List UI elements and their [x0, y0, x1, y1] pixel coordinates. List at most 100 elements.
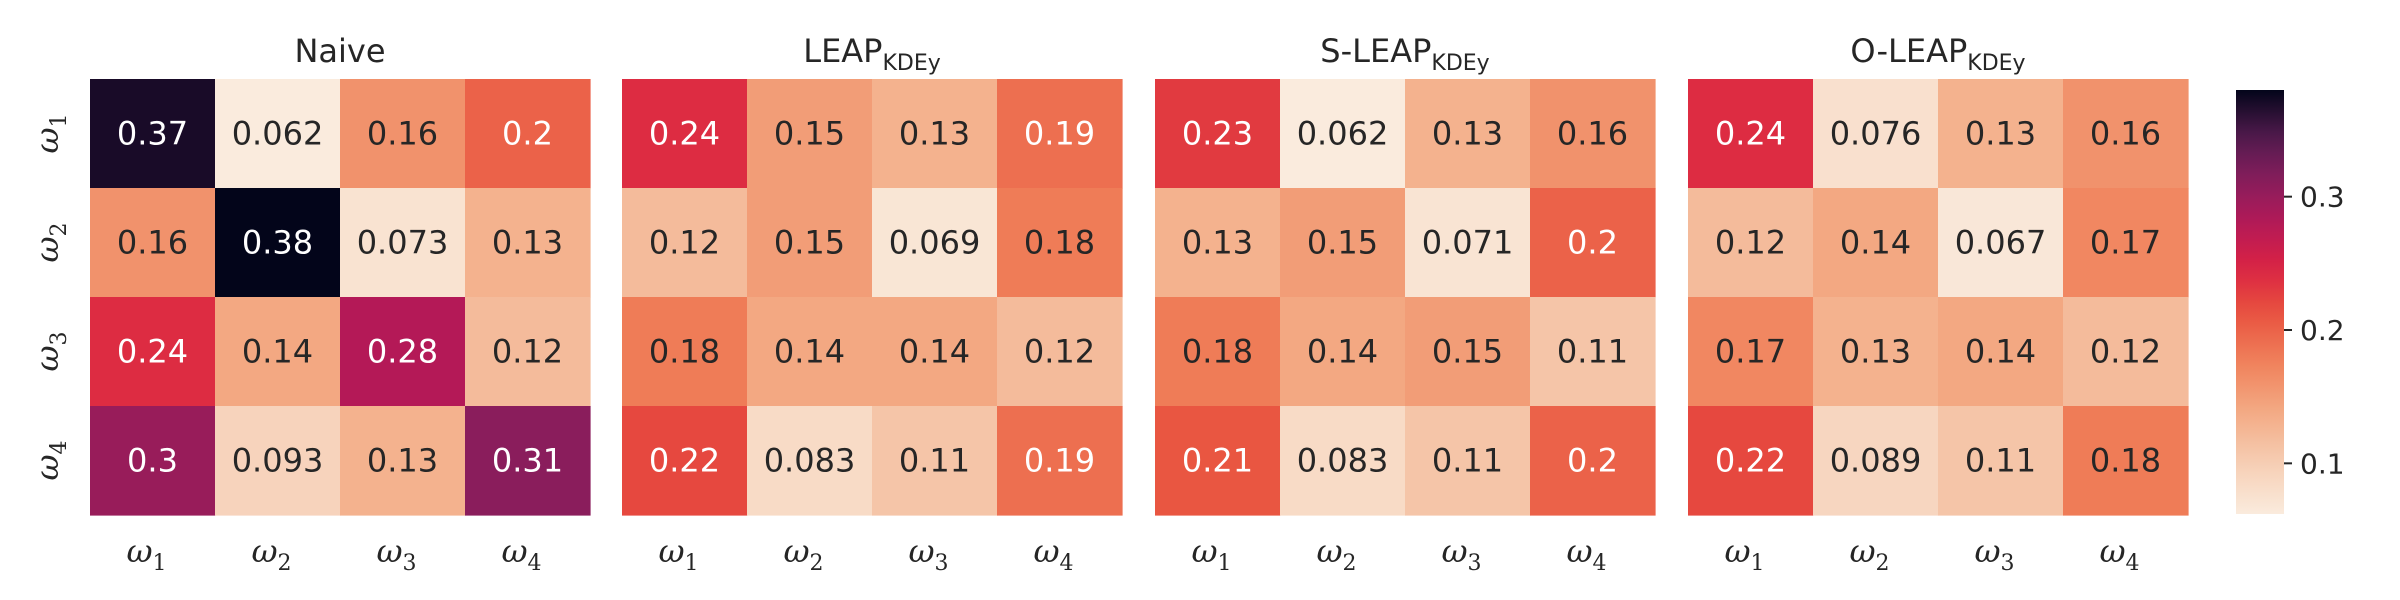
heatmap-cell [215, 188, 341, 298]
heatmap-cell [2063, 297, 2189, 407]
cell-value-label: 0.062 [1297, 115, 1389, 153]
cell-value-label: 0.13 [1182, 224, 1253, 262]
heatmap-cell [1688, 297, 1814, 407]
heatmap-cell [465, 79, 591, 189]
heatmap-cell [1155, 406, 1281, 516]
heatmap-cell [997, 406, 1123, 516]
heatmap-cell [1813, 188, 1939, 298]
x-tick-label: ω4 [2099, 532, 2139, 576]
cell-value-label: 0.14 [242, 333, 313, 371]
heatmap-cell [747, 297, 873, 407]
heatmap-cell [1530, 297, 1656, 407]
cell-value-label: 0.14 [1965, 333, 2036, 371]
cell-value-label: 0.076 [1830, 115, 1922, 153]
cell-value-label: 0.067 [1955, 224, 2047, 262]
heatmap-cell [340, 188, 466, 298]
heatmap-cell [1530, 406, 1656, 516]
cell-value-label: 0.16 [367, 115, 438, 153]
cell-value-label: 0.071 [1422, 224, 1514, 262]
cell-value-label: 0.2 [1567, 442, 1618, 480]
heatmap-cell [215, 297, 341, 407]
heatmap-cell [872, 79, 998, 189]
cell-value-label: 0.093 [232, 442, 324, 480]
cell-value-label: 0.19 [1024, 115, 1095, 153]
heatmap-cell [2063, 406, 2189, 516]
colorbar: 0.1 0.2 0.3 [2236, 90, 2345, 514]
cell-value-label: 0.13 [1965, 115, 2036, 153]
x-tick-label: ω3 [908, 532, 948, 576]
cell-value-label: 0.22 [1715, 442, 1786, 480]
heatmap-cell [465, 297, 591, 407]
heatmap-cell [1530, 188, 1656, 298]
heatmap-panel-4: O-LEAPKDEy 0.24 0.076 0.13 0.16 0.12 0.14 0.067… [1688, 32, 2189, 576]
cell-value-label: 0.14 [1307, 333, 1378, 371]
cell-value-label: 0.18 [2090, 442, 2161, 480]
heatmap-panel-2: LEAPKDEy 0.24 0.15 0.13 0.19 0.12 0.15 0.069 0.1… [622, 32, 1123, 576]
cell-value-label: 0.23 [1182, 115, 1253, 153]
cell-value-label: 0.062 [232, 115, 324, 153]
panel-title: S-LEAPKDEy [1320, 32, 1489, 76]
panel-title: LEAPKDEy [803, 32, 941, 76]
x-tick-label: ω3 [1974, 532, 2014, 576]
cell-value-label: 0.2 [1567, 224, 1618, 262]
heatmap-cell [215, 406, 341, 516]
cell-value-label: 0.12 [649, 224, 720, 262]
heatmap-cell [1688, 188, 1814, 298]
heatmap-cell [1280, 79, 1406, 189]
heatmap-cell [1280, 406, 1406, 516]
heatmap-cell [997, 79, 1123, 189]
y-tick-label: ω2 [28, 222, 72, 262]
cell-value-label: 0.37 [117, 115, 188, 153]
cell-value-label: 0.21 [1182, 442, 1253, 480]
heatmap-cell [1155, 188, 1281, 298]
cell-value-label: 0.13 [1432, 115, 1503, 153]
cell-value-label: 0.3 [127, 442, 178, 480]
cell-value-label: 0.22 [649, 442, 720, 480]
heatmap-cell [1813, 297, 1939, 407]
cell-value-label: 0.13 [1840, 333, 1911, 371]
cell-value-label: 0.12 [1024, 333, 1095, 371]
heatmap-panel-3: S-LEAPKDEy 0.23 0.062 0.13 0.16 0.13 0.15 0.071… [1155, 32, 1656, 576]
heatmap-cell [1813, 79, 1939, 189]
cell-value-label: 0.11 [899, 442, 970, 480]
x-tick-label: ω1 [126, 532, 166, 576]
colorbar-gradient [2236, 90, 2284, 514]
heatmap-cell [90, 406, 216, 516]
cell-value-label: 0.13 [899, 115, 970, 153]
panel-title: Naive [294, 32, 385, 70]
cell-value-label: 0.073 [357, 224, 449, 262]
heatmap-cell [997, 297, 1123, 407]
cell-value-label: 0.15 [774, 224, 845, 262]
y-tick-label: ω4 [28, 440, 72, 480]
heatmap-panel-1: Naive 0.37 0.062 0.16 0.2 0.16 0.38 0.073 0.13 0.… [28, 32, 591, 576]
cell-value-label: 0.12 [2090, 333, 2161, 371]
heatmap-cell [1280, 297, 1406, 407]
heatmap-cell [997, 188, 1123, 298]
x-tick-label: ω3 [376, 532, 416, 576]
colorbar-tick-label: 0.3 [2300, 181, 2345, 214]
x-tick-label: ω1 [1191, 532, 1231, 576]
cell-value-label: 0.2 [502, 115, 553, 153]
x-tick-label: ω4 [1033, 532, 1073, 576]
heatmap-cell [1155, 79, 1281, 189]
heatmap-cell [622, 297, 748, 407]
heatmap-cell [340, 79, 466, 189]
heatmap-cell [872, 188, 998, 298]
heatmap-cell [1280, 188, 1406, 298]
heatmap-cell [90, 79, 216, 189]
heatmap-cell [1938, 406, 2064, 516]
heatmap-cell [872, 297, 998, 407]
heatmap-cell [747, 79, 873, 189]
cell-value-label: 0.13 [492, 224, 563, 262]
heatmap-cell [622, 406, 748, 516]
y-tick-label: ω3 [28, 331, 72, 371]
x-tick-label: ω2 [251, 532, 291, 576]
cell-value-label: 0.17 [1715, 333, 1786, 371]
heatmap-cell [1405, 297, 1531, 407]
x-tick-label: ω1 [658, 532, 698, 576]
heatmap-cell [1405, 79, 1531, 189]
heatmap-cell [2063, 79, 2189, 189]
cell-value-label: 0.14 [1840, 224, 1911, 262]
colorbar-tick-label: 0.1 [2300, 447, 2345, 480]
cell-value-label: 0.13 [367, 442, 438, 480]
